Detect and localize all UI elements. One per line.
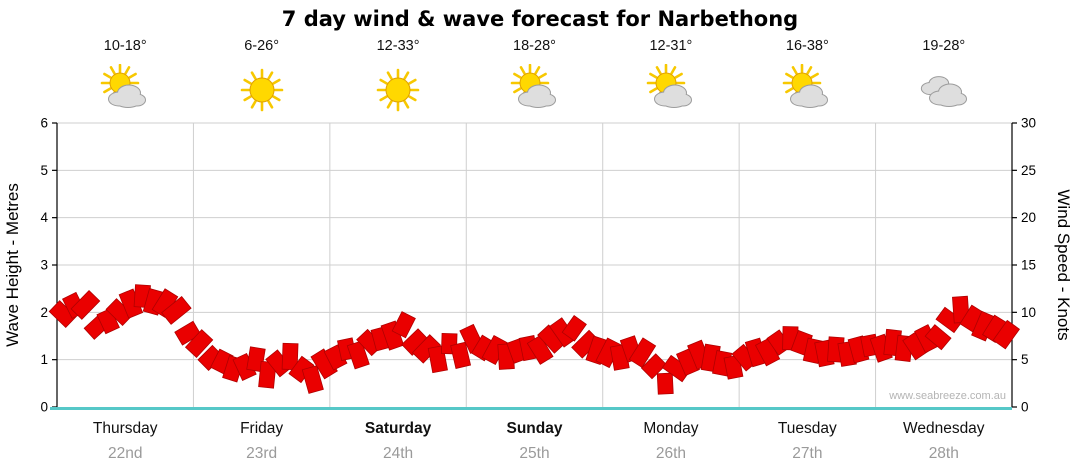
wind-wave-band — [48, 284, 1021, 395]
sun-cloud-icon — [510, 63, 556, 108]
day-temp: 12-33° — [376, 38, 420, 54]
svg-text:5: 5 — [40, 163, 48, 178]
sun-cloud-icon — [100, 63, 147, 108]
chart-title: 7 day wind & wave forecast for Narbethon… — [281, 7, 799, 31]
day-temp: 19-28° — [922, 38, 966, 54]
weather-icon-box — [918, 64, 970, 116]
day-name: Thursday — [92, 420, 158, 437]
axes — [52, 122, 1017, 408]
day-temp: 10-18° — [103, 38, 147, 54]
day-temp: 6-26° — [244, 38, 280, 54]
day-name: Friday — [240, 420, 284, 437]
cloud-icon — [920, 76, 967, 107]
svg-text:0: 0 — [40, 400, 48, 415]
day-name: Sunday — [506, 420, 563, 437]
svg-text:10: 10 — [1021, 305, 1036, 320]
weather-icon-box — [99, 63, 151, 116]
weather-icon-box — [645, 63, 697, 116]
svg-text:3: 3 — [40, 258, 48, 273]
weather-icon-box — [372, 64, 424, 116]
weather-icon-box — [236, 64, 288, 116]
day-temp: 18-28° — [513, 38, 556, 54]
day-name: Tuesday — [777, 420, 837, 437]
day-temp: 12-31° — [649, 38, 693, 54]
svg-text:4: 4 — [40, 210, 48, 225]
day-name: Saturday — [364, 420, 432, 437]
day-date: 22nd — [107, 445, 143, 462]
day-date: 28th — [928, 445, 959, 462]
day-date: 23rd — [246, 445, 278, 462]
svg-text:6: 6 — [40, 116, 48, 131]
watermark: www.seabreeze.com.au — [889, 390, 1006, 402]
svg-text:20: 20 — [1021, 210, 1036, 225]
day-date: 25th — [519, 445, 550, 462]
sun-icon — [376, 68, 420, 112]
weather-icon-box — [509, 63, 561, 116]
svg-text:15: 15 — [1021, 258, 1036, 273]
day-name: Monday — [643, 420, 699, 437]
svg-text:5: 5 — [1021, 352, 1029, 367]
day-date: 26th — [655, 445, 686, 462]
day-date: 27th — [792, 445, 823, 462]
day-date: 24th — [382, 445, 414, 462]
weather-icon-box — [781, 63, 833, 116]
svg-text:1: 1 — [40, 352, 48, 367]
sun-cloud-icon — [783, 63, 829, 108]
sun-cloud-icon — [646, 63, 692, 108]
gridlines — [57, 122, 1012, 407]
sun-icon — [240, 68, 283, 112]
svg-text:2: 2 — [40, 305, 48, 320]
svg-text:25: 25 — [1021, 163, 1036, 178]
day-temp: 16-38° — [785, 38, 829, 54]
svg-text:30: 30 — [1021, 116, 1036, 131]
day-name: Wednesday — [902, 420, 985, 437]
svg-text:0: 0 — [1021, 400, 1029, 415]
tick-labels: 0 1 2 3 4 5 6 0 5 10 15 20 25 30 — [40, 116, 1036, 415]
